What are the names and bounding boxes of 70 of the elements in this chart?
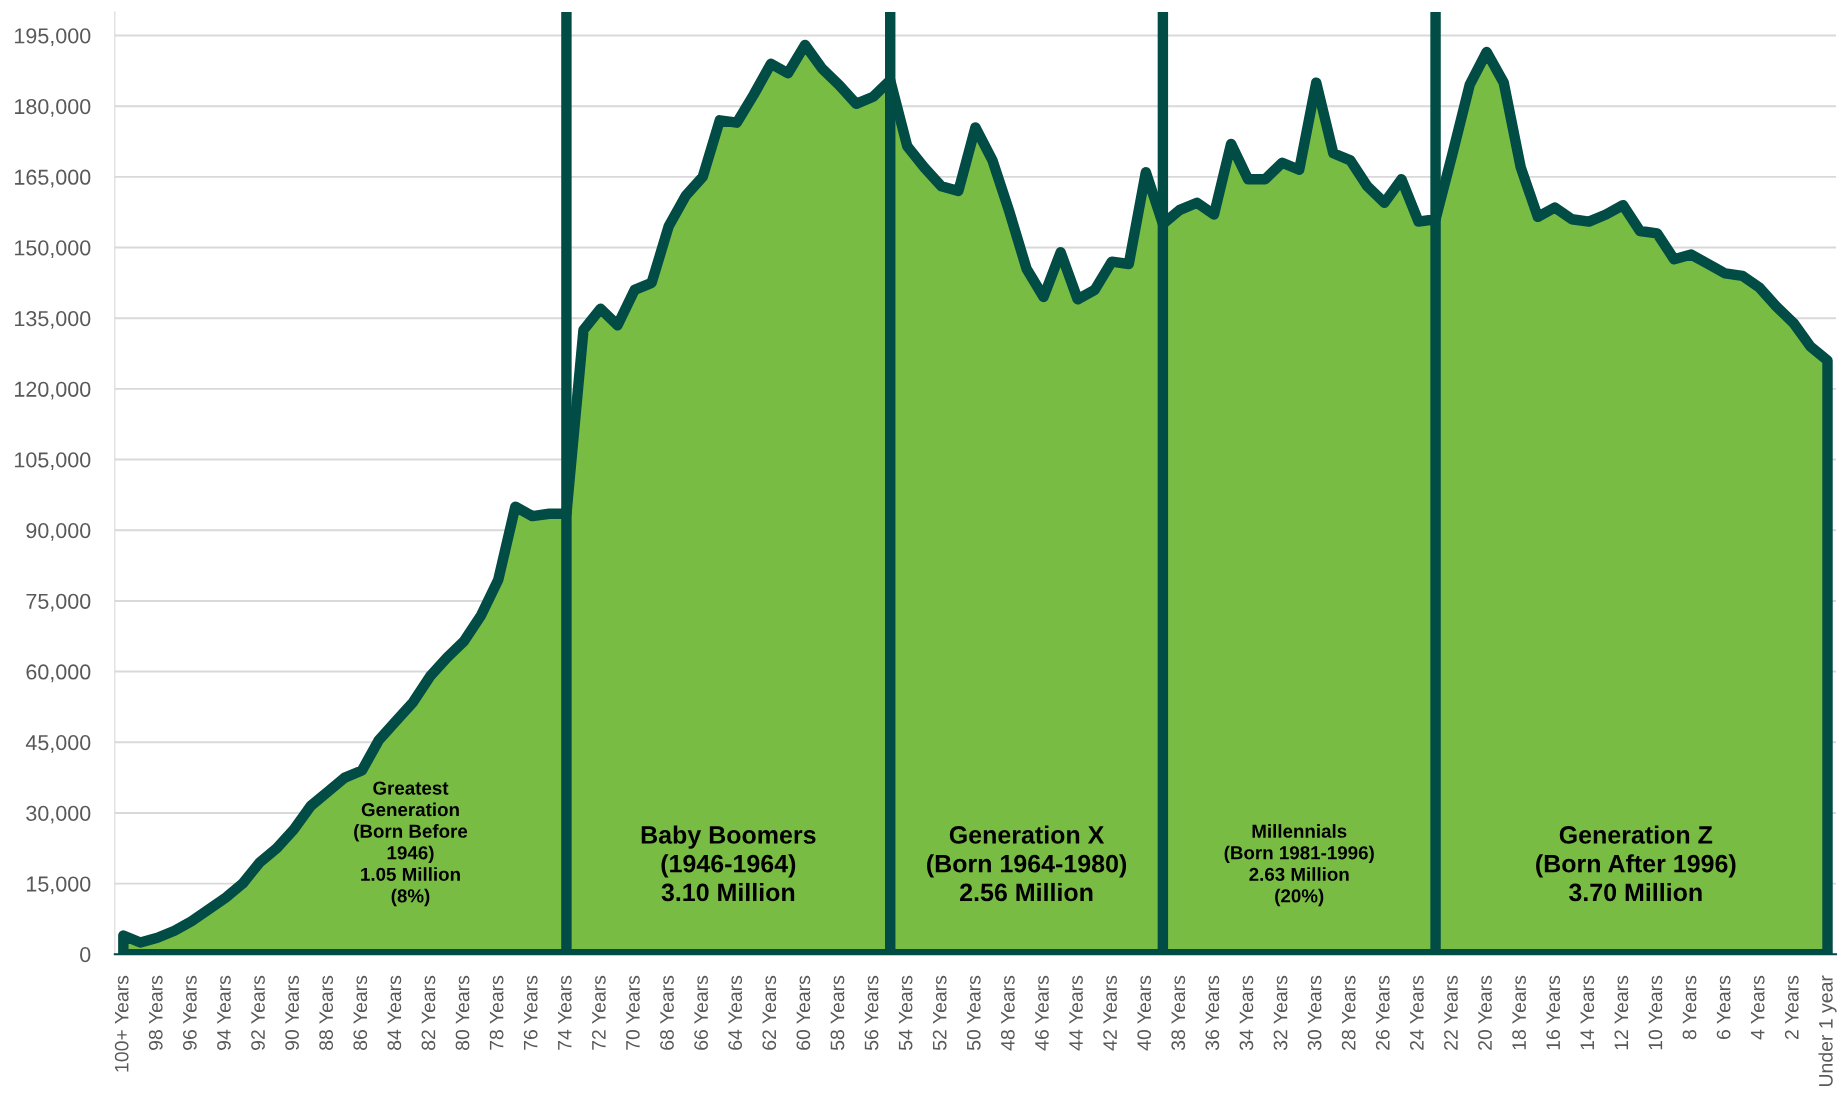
x-tick-label: 16 Years [1546,975,1561,1050]
x-tick-label: 4 Years [1750,975,1765,1040]
x-tick-label: 28 Years [1341,975,1356,1050]
annotation: Baby Boomers (1946-1964) 3.10 Million [641,825,816,902]
x-tick-label: 56 Years [864,975,879,1051]
y-tick-label: 120,000 [15,381,91,400]
annotation: Generation X (Born 1964-1980) 2.56 Million [927,825,1127,902]
x-tick-label: 42 Years [1103,975,1117,1051]
x-tick-label: 20 Years [1478,975,1492,1050]
y-tick-label: 15,000 [27,876,91,895]
x-tick-label: 68 Years [660,975,674,1050]
x-tick-label: 62 Years [762,975,777,1050]
x-tick-label: 88 Years [319,975,334,1050]
x-tick-label: 2 Years [1784,975,1799,1040]
x-tick-label: 90 Years [285,975,299,1050]
y-tick-label: 180,000 [15,98,91,117]
y-tick-label: 105,000 [15,452,91,471]
y-tick-label: 90,000 [26,523,91,541]
x-tick-label: 36 Years [1205,975,1220,1051]
x-tick-label: 50 Years [966,975,981,1051]
x-tick-label: 24 Years [1409,975,1424,1050]
y-tick-label: 195,000 [15,28,91,47]
x-tick-label: 70 Years [626,975,640,1050]
x-tick-label: 82 Years [421,975,436,1050]
x-tick-label: 26 Years [1375,975,1390,1050]
x-tick-label: 34 Years [1239,975,1254,1051]
y-tick-label: 165,000 [15,169,91,188]
x-tick-label: 10 Years [1648,975,1663,1050]
x-tick-label: 22 Years [1444,975,1458,1050]
x-tick-label: 80 Years [455,975,470,1050]
x-tick-label: 86 Years [353,975,368,1050]
y-tick-label: 45,000 [25,735,91,753]
x-tick-label: 14 Years [1580,975,1595,1050]
x-tick-label: 12 Years [1614,975,1629,1050]
annotation: Generation Z (Born After 1996) 3.70 Million [1536,825,1736,902]
annotation: Millennials (Born 1981-1996) 2.63 Million (20%) [1224,824,1374,907]
x-tick-label: 48 Years [1000,975,1015,1051]
x-tick-label: 32 Years [1273,975,1288,1051]
y-tick-label: 60,000 [26,664,91,683]
x-tick-label: 98 Years [148,975,163,1050]
x-tick-label: 8 Years [1682,975,1697,1040]
x-tick-label: 40 Years [1137,975,1152,1051]
x-tick-label: 38 Years [1171,975,1186,1051]
x-tick-label: 52 Years [932,975,947,1051]
x-tick-label: 74 Years [558,975,572,1050]
y-tick-label: 0 [80,947,91,963]
y-tick-label: 135,000 [15,310,91,329]
x-tick-label: 96 Years [182,975,197,1050]
y-tick-label: 150,000 [15,240,91,259]
x-tick-label: 30 Years [1307,975,1322,1051]
x-tick-label: 66 Years [694,975,708,1050]
x-tick-label: 92 Years [251,975,265,1050]
x-tick-label: 84 Years [387,975,402,1050]
y-tick-label: 30,000 [26,805,91,824]
x-tick-label: 72 Years [591,975,606,1050]
annotation: Greatest Generation (Born Before 1946) 1.05 Million (8%) [354,781,468,907]
x-tick-label: 6 Years [1716,975,1731,1040]
x-tick-label: 60 Years [796,975,811,1050]
x-tick-label: 100+ Years [114,975,129,1072]
x-tick-label: 58 Years [830,975,845,1051]
x-tick-label: 76 Years [523,975,538,1050]
x-tick-label: 18 Years [1512,975,1526,1050]
x-tick-label: 44 Years [1069,975,1083,1051]
x-tick-label: 78 Years [489,975,504,1050]
x-tick-label: 46 Years [1035,975,1049,1051]
x-tick-label: 64 Years [728,975,743,1050]
x-tick-label: 54 Years [898,975,913,1051]
y-tick-label: 75,000 [26,593,91,612]
x-tick-label: Under 1 year [1818,975,1837,1087]
x-tick-label: 94 Years [217,975,231,1050]
